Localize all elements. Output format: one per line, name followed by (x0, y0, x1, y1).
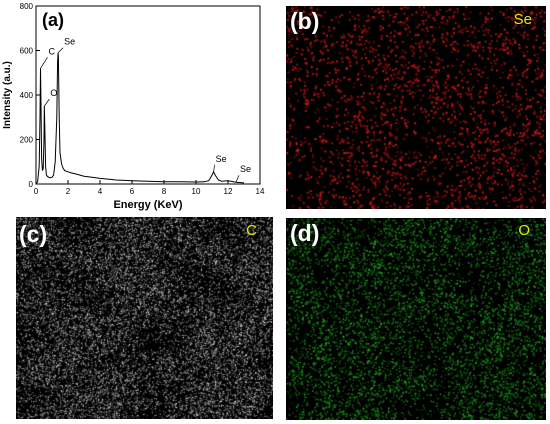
peak-leader-line (40, 57, 48, 69)
y-tick-label: 800 (20, 2, 34, 11)
peak-leader-line (57, 47, 64, 53)
peak-annotation: Se (216, 154, 227, 164)
peak-annotation: Se (240, 164, 251, 174)
o-element-map (286, 218, 546, 420)
panel-label-d: (d) (290, 220, 320, 246)
c-element-map (16, 217, 273, 419)
y-tick-label: 200 (20, 136, 34, 145)
peak-leader-line (213, 164, 215, 172)
x-tick-label: 8 (162, 187, 167, 196)
c-map-panel: (c) C (16, 217, 273, 419)
peak-annotation: C (48, 46, 55, 56)
x-tick-label: 6 (130, 187, 135, 196)
panel-label-b: (b) (290, 8, 320, 34)
se-map-panel: (b) Se (286, 6, 546, 209)
panel-label-c: (c) (19, 221, 48, 247)
y-tick-label: 600 (20, 47, 34, 56)
y-axis-label: Intensity (a.u.) (2, 61, 13, 129)
eds-spectrum-chart: 0 2 4 6 8 10 12 14 0 200 400 600 800 Energy (KeV) Inte… (2, 2, 265, 211)
element-label-se: Se (513, 11, 532, 28)
o-map-panel: (d) O (286, 218, 546, 420)
peak-leader-line (235, 175, 240, 183)
y-tick-label: 0 (29, 180, 34, 189)
x-tick-label: 10 (192, 187, 201, 196)
element-label-c: C (246, 222, 257, 239)
peak-leader-line (44, 98, 50, 107)
x-axis-label: Energy (KeV) (113, 199, 182, 211)
element-label-o: O (518, 222, 530, 239)
x-tick-label: 4 (98, 187, 103, 196)
x-tick-label: 0 (34, 187, 39, 196)
x-tick-label: 12 (224, 187, 233, 196)
panel-label-a: (a) (42, 10, 64, 30)
x-tick-label: 14 (256, 187, 265, 196)
peak-annotation: Se (64, 37, 75, 47)
y-tick-label: 400 (20, 91, 34, 100)
peak-annotation: O (50, 88, 57, 98)
eds-spectrum-panel: 0 2 4 6 8 10 12 14 0 200 400 600 800 Energy (KeV) Inte… (0, 0, 270, 215)
x-tick-label: 2 (66, 187, 71, 196)
spectrum-line (35, 52, 245, 185)
se-element-map (286, 6, 546, 209)
